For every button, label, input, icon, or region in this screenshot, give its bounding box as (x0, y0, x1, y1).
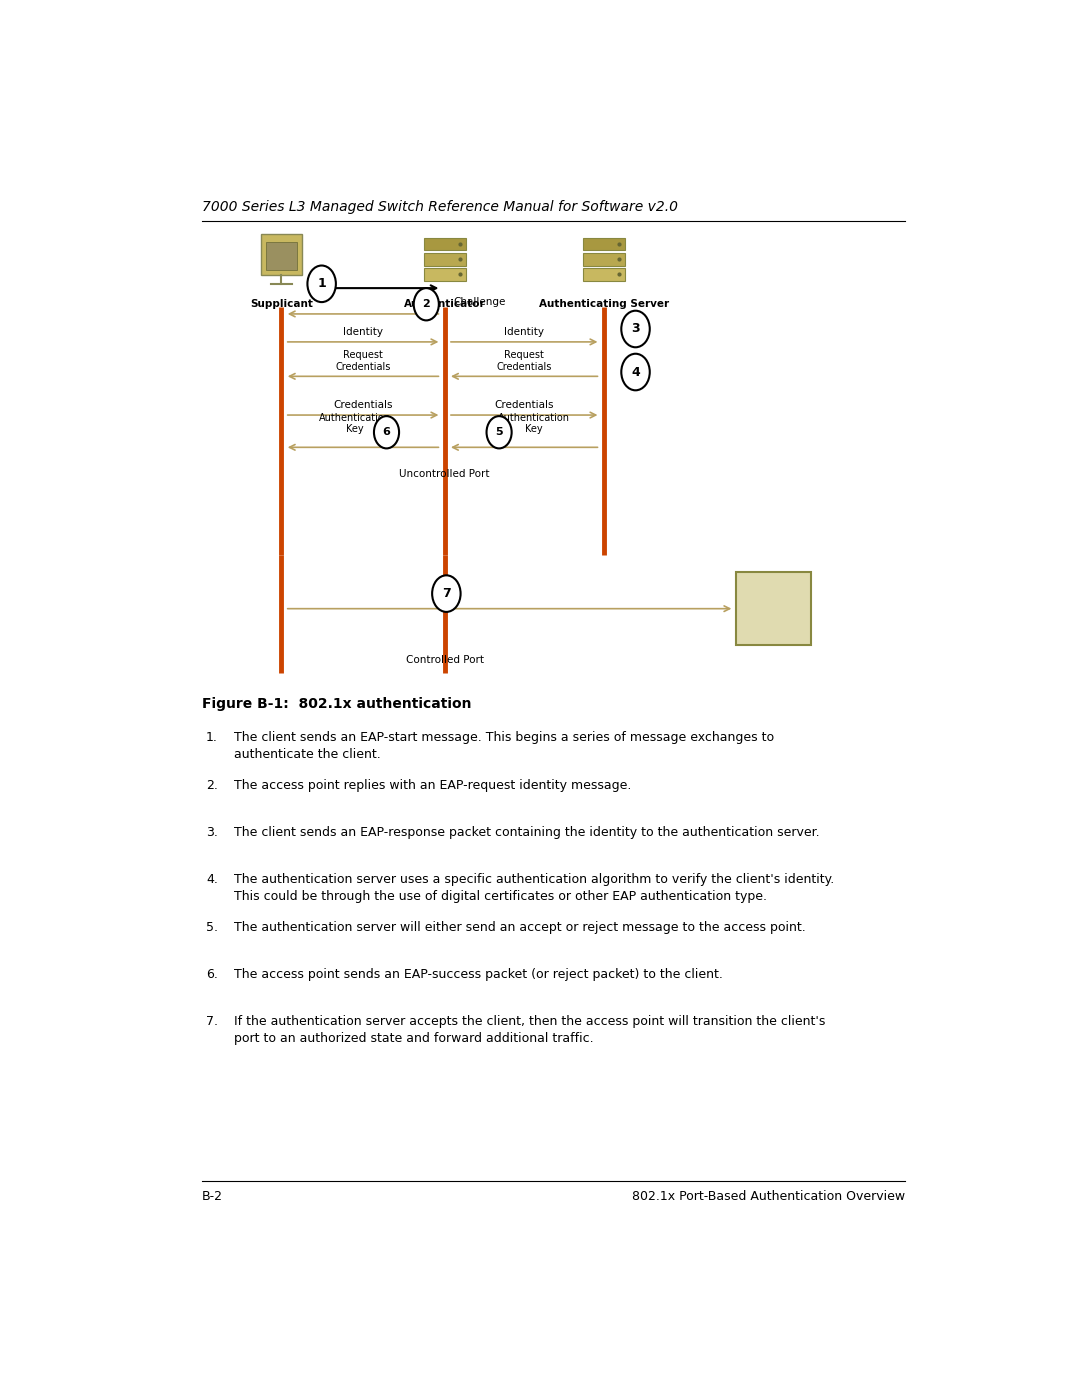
Text: 4.: 4. (206, 873, 218, 886)
Text: 6: 6 (382, 427, 391, 437)
Text: Identity: Identity (343, 327, 383, 337)
Text: Authenticator: Authenticator (404, 299, 486, 309)
Text: 2.: 2. (206, 778, 218, 792)
Circle shape (432, 576, 460, 612)
Text: Supplicant: Supplicant (251, 299, 313, 309)
Text: Credentials: Credentials (334, 400, 393, 409)
FancyBboxPatch shape (423, 237, 465, 250)
Text: If the authentication server accepts the client, then the access point will tran: If the authentication server accepts the… (233, 1016, 825, 1045)
Text: Request
Credentials: Request Credentials (336, 351, 391, 372)
Text: The client sends an EAP-response packet containing the identity to the authentic: The client sends an EAP-response packet … (233, 826, 820, 840)
FancyBboxPatch shape (423, 268, 465, 281)
Text: Authentication
Key: Authentication Key (319, 412, 391, 434)
Text: Figure B-1:  802.1x authentication: Figure B-1: 802.1x authentication (202, 697, 472, 711)
Text: 802.1x Port-Based Authentication Overview: 802.1x Port-Based Authentication Overvie… (632, 1190, 905, 1203)
Text: 2: 2 (422, 299, 430, 309)
Text: 1: 1 (318, 278, 326, 291)
Text: 5.: 5. (206, 921, 218, 933)
FancyBboxPatch shape (735, 573, 811, 645)
Circle shape (486, 416, 512, 448)
Text: B-2: B-2 (202, 1190, 222, 1203)
Text: 5: 5 (496, 427, 503, 437)
Text: Uncontrolled Port: Uncontrolled Port (400, 469, 490, 479)
Circle shape (621, 353, 650, 390)
Text: 3: 3 (631, 323, 639, 335)
Circle shape (621, 310, 650, 348)
Text: LAN
Resources: LAN Resources (747, 598, 800, 620)
FancyBboxPatch shape (423, 253, 465, 265)
Text: 4: 4 (631, 366, 640, 379)
Text: The client sends an EAP-start message. This begins a series of message exchanges: The client sends an EAP-start message. T… (233, 731, 774, 761)
Text: Request
Credentials: Request Credentials (497, 351, 552, 372)
Text: 7000 Series L3 Managed Switch Reference Manual for Software v2.0: 7000 Series L3 Managed Switch Reference … (202, 200, 678, 214)
Circle shape (308, 265, 336, 302)
Text: Authentication
Key: Authentication Key (498, 412, 570, 434)
Text: Credentials: Credentials (495, 400, 554, 409)
FancyBboxPatch shape (583, 253, 624, 265)
FancyBboxPatch shape (267, 242, 297, 270)
Text: Authenticating Server: Authenticating Server (539, 299, 669, 309)
Text: 7: 7 (442, 587, 450, 601)
FancyBboxPatch shape (583, 268, 624, 281)
Text: The authentication server uses a specific authentication algorithm to verify the: The authentication server uses a specifi… (233, 873, 834, 904)
Text: Identity: Identity (504, 327, 544, 337)
Text: Challenge: Challenge (454, 298, 505, 307)
FancyBboxPatch shape (583, 237, 624, 250)
Text: 6.: 6. (206, 968, 218, 981)
FancyBboxPatch shape (260, 235, 302, 275)
Text: 3.: 3. (206, 826, 218, 840)
Text: Controlled Port: Controlled Port (406, 655, 484, 665)
Text: The access point sends an EAP-success packet (or reject packet) to the client.: The access point sends an EAP-success pa… (233, 968, 723, 981)
Circle shape (374, 416, 400, 448)
Text: 1.: 1. (206, 731, 218, 745)
Text: 7.: 7. (206, 1016, 218, 1028)
Text: The access point replies with an EAP-request identity message.: The access point replies with an EAP-req… (233, 778, 631, 792)
Text: The authentication server will either send an accept or reject message to the ac: The authentication server will either se… (233, 921, 806, 933)
Circle shape (414, 288, 438, 320)
